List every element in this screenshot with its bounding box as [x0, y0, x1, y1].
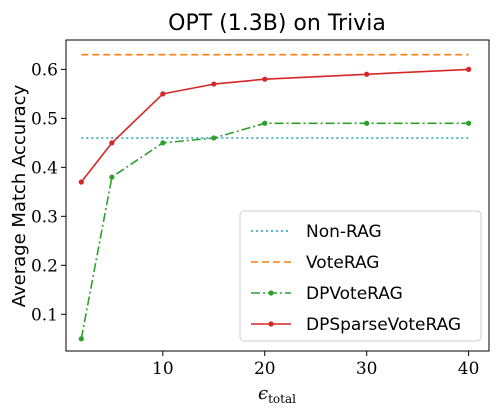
point-dpvoterag-0 — [78, 336, 84, 342]
y-tick-label-4: 0.5 — [31, 109, 58, 129]
point-dpsparsevoterag-2 — [160, 91, 166, 97]
point-dpvoterag-4 — [262, 120, 268, 126]
legend-label-voterag: VoteRAG — [306, 253, 379, 273]
legend-label-dpsparsevoterag: DPSparseVoteRAG — [306, 315, 461, 335]
y-tick-label-2: 0.3 — [31, 207, 58, 227]
point-dpvoterag-6 — [466, 120, 472, 126]
point-dpvoterag-1 — [109, 174, 115, 180]
y-tick-label-0: 0.1 — [31, 305, 58, 325]
x-tick-label-20: 20 — [254, 359, 276, 379]
point-dpsparsevoterag-1 — [109, 140, 115, 146]
legend-marker-dpvoterag — [268, 290, 274, 296]
plot-frame — [65, 39, 490, 352]
point-dpvoterag-3 — [211, 135, 217, 141]
legend-items: Non-RAG VoteRAG DPVoteRAG DPSparseVoteRAG — [251, 222, 461, 335]
point-dpsparsevoterag-4 — [262, 76, 268, 82]
y-tick-label-5: 0.6 — [31, 60, 58, 80]
legend-marker-dpsparsevoterag — [268, 321, 274, 327]
ticks-layer: 10 20 30 40 0.1 0.2 0.3 0.4 0.5 0.6 — [31, 60, 479, 379]
point-dpsparsevoterag-6 — [466, 66, 472, 72]
chart-title: OPT (1.3B) on Trivia — [168, 11, 386, 36]
point-dpsparsevoterag-5 — [364, 71, 370, 77]
legend-box — [239, 210, 482, 342]
legend-label-non-rag: Non-RAG — [306, 222, 382, 242]
point-dpvoterag-5 — [364, 120, 370, 126]
point-dpsparsevoterag-0 — [78, 179, 84, 185]
point-dpvoterag-2 — [160, 140, 166, 146]
x-tick-label-30: 30 — [356, 359, 378, 379]
x-tick-label-10: 10 — [152, 359, 174, 379]
y-tick-label-3: 0.4 — [31, 158, 58, 178]
y-axis-label: Average Match Accuracy — [9, 84, 30, 307]
x-tick-label-40: 40 — [458, 359, 480, 379]
x-axis-label-main: ϵ — [258, 383, 268, 404]
y-tick-label-1: 0.2 — [31, 256, 58, 276]
legend: Non-RAG VoteRAG DPVoteRAG DPSparseVoteRAG — [239, 210, 482, 342]
point-dpsparsevoterag-3 — [211, 81, 217, 87]
x-axis-label-sub: total — [268, 392, 296, 406]
x-axis-label: ϵtotal — [258, 383, 296, 406]
legend-label-dpvoterag: DPVoteRAG — [306, 284, 403, 304]
series-layer — [78, 53, 472, 342]
